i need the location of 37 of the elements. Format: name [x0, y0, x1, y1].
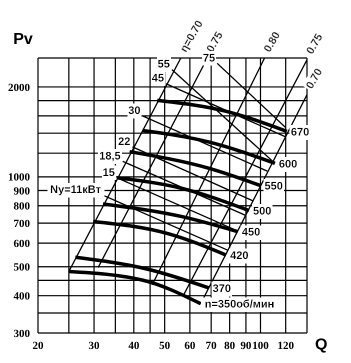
x-tick-label: 40 [128, 340, 140, 352]
x-tick-label: 90 [240, 340, 252, 352]
y-tick-label: 2000 [8, 82, 30, 94]
series-label: 500 [252, 206, 272, 218]
y-tick-label: 700 [14, 218, 30, 230]
series-label: 18,5 [99, 150, 121, 162]
series-label: n=350об/мин [204, 298, 274, 311]
series-label: 670 [290, 126, 310, 138]
series-label: 600 [278, 158, 298, 170]
x-tick-label: 80 [224, 340, 236, 352]
series-label: 420 [230, 250, 248, 262]
y-axis-title: Pv [13, 31, 33, 48]
series-label: 550 [264, 180, 283, 193]
y-tick-label: 1000 [8, 172, 30, 184]
y-tick-label: 400 [14, 290, 30, 303]
x-tick-label: 70 [206, 340, 218, 352]
y-tick-label: 600 [14, 238, 30, 250]
x-tick-label: 50 [159, 340, 171, 352]
series-label: 370 [212, 282, 231, 295]
series-label: 450 [242, 226, 260, 239]
x-tick-label: 60 [184, 340, 196, 352]
x-tick-label: 20 [32, 340, 44, 352]
series-label: 45 [152, 72, 164, 85]
y-tick-label: 800 [14, 200, 30, 213]
x-tick-label: 30 [88, 340, 100, 352]
y-tick-label: 300 [14, 328, 30, 340]
series-label: Ny=11кВт [50, 184, 102, 196]
y-tick-label: 500 [14, 262, 30, 274]
series-label: 15 [102, 166, 115, 179]
x-tick-label: 100 [252, 340, 270, 352]
series-label: 30 [128, 104, 141, 117]
y-tick-label: 900 [14, 185, 30, 198]
series-label: 75 [202, 52, 216, 64]
series-label: 22 [118, 136, 130, 148]
x-axis-title: Q [315, 336, 328, 354]
series-label: 55 [158, 58, 170, 71]
x-tick-label: 120 [277, 340, 294, 352]
